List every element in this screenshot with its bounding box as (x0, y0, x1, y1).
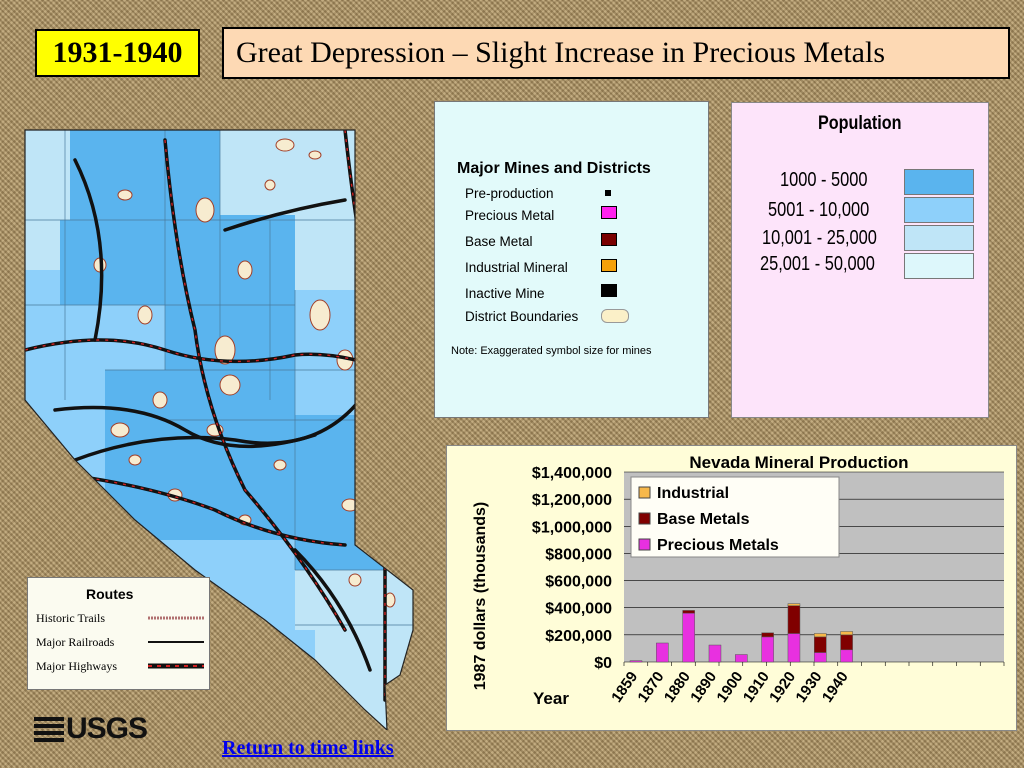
chart-bar-precious (708, 644, 722, 663)
mines-legend-title: Major Mines and Districts (457, 160, 651, 177)
slide-title: Great Depression – Slight Increase in Pr… (222, 27, 1010, 79)
legend-note: Note: Exaggerated symbol size for mines (451, 345, 652, 357)
chart-x-tick-label: 1930 (792, 669, 825, 706)
chart-legend-label: Industrial (657, 485, 729, 502)
population-label-4: 25,001 - 50,000 (760, 253, 875, 275)
population-legend-title: Population (818, 113, 902, 134)
population-label-3: 10,001 - 25,000 (762, 227, 877, 249)
chart-bar-base (787, 605, 801, 634)
usgs-logo-text: USGS (66, 712, 148, 745)
chart-bar-precious (629, 660, 643, 663)
chart-y-tick-label: $800,000 (545, 546, 612, 563)
chart-x-tick-label: 1859 (608, 669, 641, 706)
chart-y-tick-label: $600,000 (545, 574, 612, 591)
population-swatch-1 (904, 169, 974, 195)
industrial-mineral-symbol (601, 259, 617, 272)
mines-legend: Major Mines and Districts Pre-production… (434, 101, 709, 418)
population-swatch-2 (904, 197, 974, 223)
slide-title-text: Great Depression – Slight Increase in Pr… (236, 36, 885, 69)
chart-y-axis-label: 1987 dollars (thousands) (472, 502, 489, 691)
county-regions (25, 130, 413, 730)
chart-y-tick-label: $400,000 (545, 601, 612, 618)
chart-title: Nevada Mineral Production (689, 453, 908, 472)
routes-legend-title: Routes (86, 586, 134, 602)
district-boundary-symbol (601, 309, 629, 323)
routes-label-major-railroads: Major Railroads (36, 635, 115, 649)
chart-legend: Industrial Base Metals Precious Metals (630, 476, 840, 558)
usgs-wave-icon (34, 716, 64, 742)
mineral-production-chart: Nevada Mineral Production 1987 dollars (… (446, 445, 1017, 731)
routes-legend: Routes Historic Trails Major Railroads M… (27, 577, 210, 690)
inactive-mine-symbol (601, 284, 617, 297)
chart-bar-base (682, 610, 695, 614)
chart-bar-base (814, 636, 827, 653)
chart-x-tick-label: 1900 (714, 669, 747, 706)
chart-legend-box (630, 476, 840, 558)
chart-bar-precious (787, 633, 801, 663)
chart-x-tick-label: 1890 (687, 669, 720, 706)
chart-x-tick-label: 1870 (635, 669, 668, 706)
chart-x-tick-label: 1880 (661, 669, 694, 706)
chart-bar-precious (656, 642, 669, 663)
chart-bar-precious (840, 649, 853, 663)
chart-y-tick-label: $1,000,000 (532, 519, 612, 536)
chart-bar-industrial (840, 631, 853, 636)
usgs-logo: USGS (34, 712, 148, 746)
chart-bar-industrial (814, 633, 827, 638)
chart-y-tick-label: $1,400,000 (532, 465, 612, 482)
chart-bar-precious (682, 612, 695, 663)
chart-x-tick-label: 1910 (740, 669, 773, 706)
chart-bar-industrial (787, 603, 801, 606)
chart-legend-swatch (638, 538, 651, 551)
chart-bar-precious (735, 654, 748, 663)
chart-bar-base (840, 634, 853, 651)
routes-label-historic-trails: Historic Trails (36, 611, 106, 625)
chart-x-axis-label: Year (533, 689, 569, 708)
routes-label-major-highways: Major Highways (36, 659, 117, 673)
pre-production-symbol (605, 190, 611, 196)
legend-label-pre-production: Pre-production (465, 186, 554, 201)
nevada-map (24, 129, 414, 730)
population-swatch-3 (904, 225, 974, 251)
chart-legend-label: Precious Metals (657, 537, 779, 554)
chart-svg: Nevada Mineral Production 1987 dollars (… (472, 453, 1005, 708)
chart-legend-swatch (638, 486, 651, 499)
population-label-2: 5001 - 10,000 (768, 199, 870, 221)
return-to-time-links-link[interactable]: Return to time links (222, 737, 394, 759)
chart-y-tick-label: $1,200,000 (532, 492, 612, 509)
legend-label-precious-metal: Precious Metal (465, 208, 555, 223)
population-label-1: 1000 - 5000 (780, 169, 868, 191)
chart-bar-base (761, 632, 774, 638)
chart-bar-precious (761, 636, 774, 663)
legend-label-base-metal: Base Metal (465, 234, 533, 249)
population-swatch-4 (904, 253, 974, 279)
legend-label-inactive-mine: Inactive Mine (465, 286, 545, 301)
legend-label-industrial-mineral: Industrial Mineral (465, 260, 568, 275)
chart-x-tick-label: 1920 (766, 669, 799, 706)
period-label: 1931-1940 (35, 29, 200, 77)
chart-x-tick-label: 1940 (819, 669, 852, 706)
legend-label-district-boundaries: District Boundaries (465, 309, 579, 324)
base-metal-symbol (601, 233, 617, 246)
chart-bar-precious (814, 652, 827, 663)
routes-symbols (148, 616, 204, 669)
chart-legend-label: Base Metals (657, 511, 750, 528)
population-legend: Population 1000 - 5000 5001 - 10,000 10,… (731, 102, 989, 418)
chart-legend-swatch (638, 512, 651, 525)
chart-y-tick-label: $0 (594, 655, 612, 672)
precious-metal-symbol (601, 206, 617, 219)
chart-y-tick-label: $200,000 (545, 628, 612, 645)
